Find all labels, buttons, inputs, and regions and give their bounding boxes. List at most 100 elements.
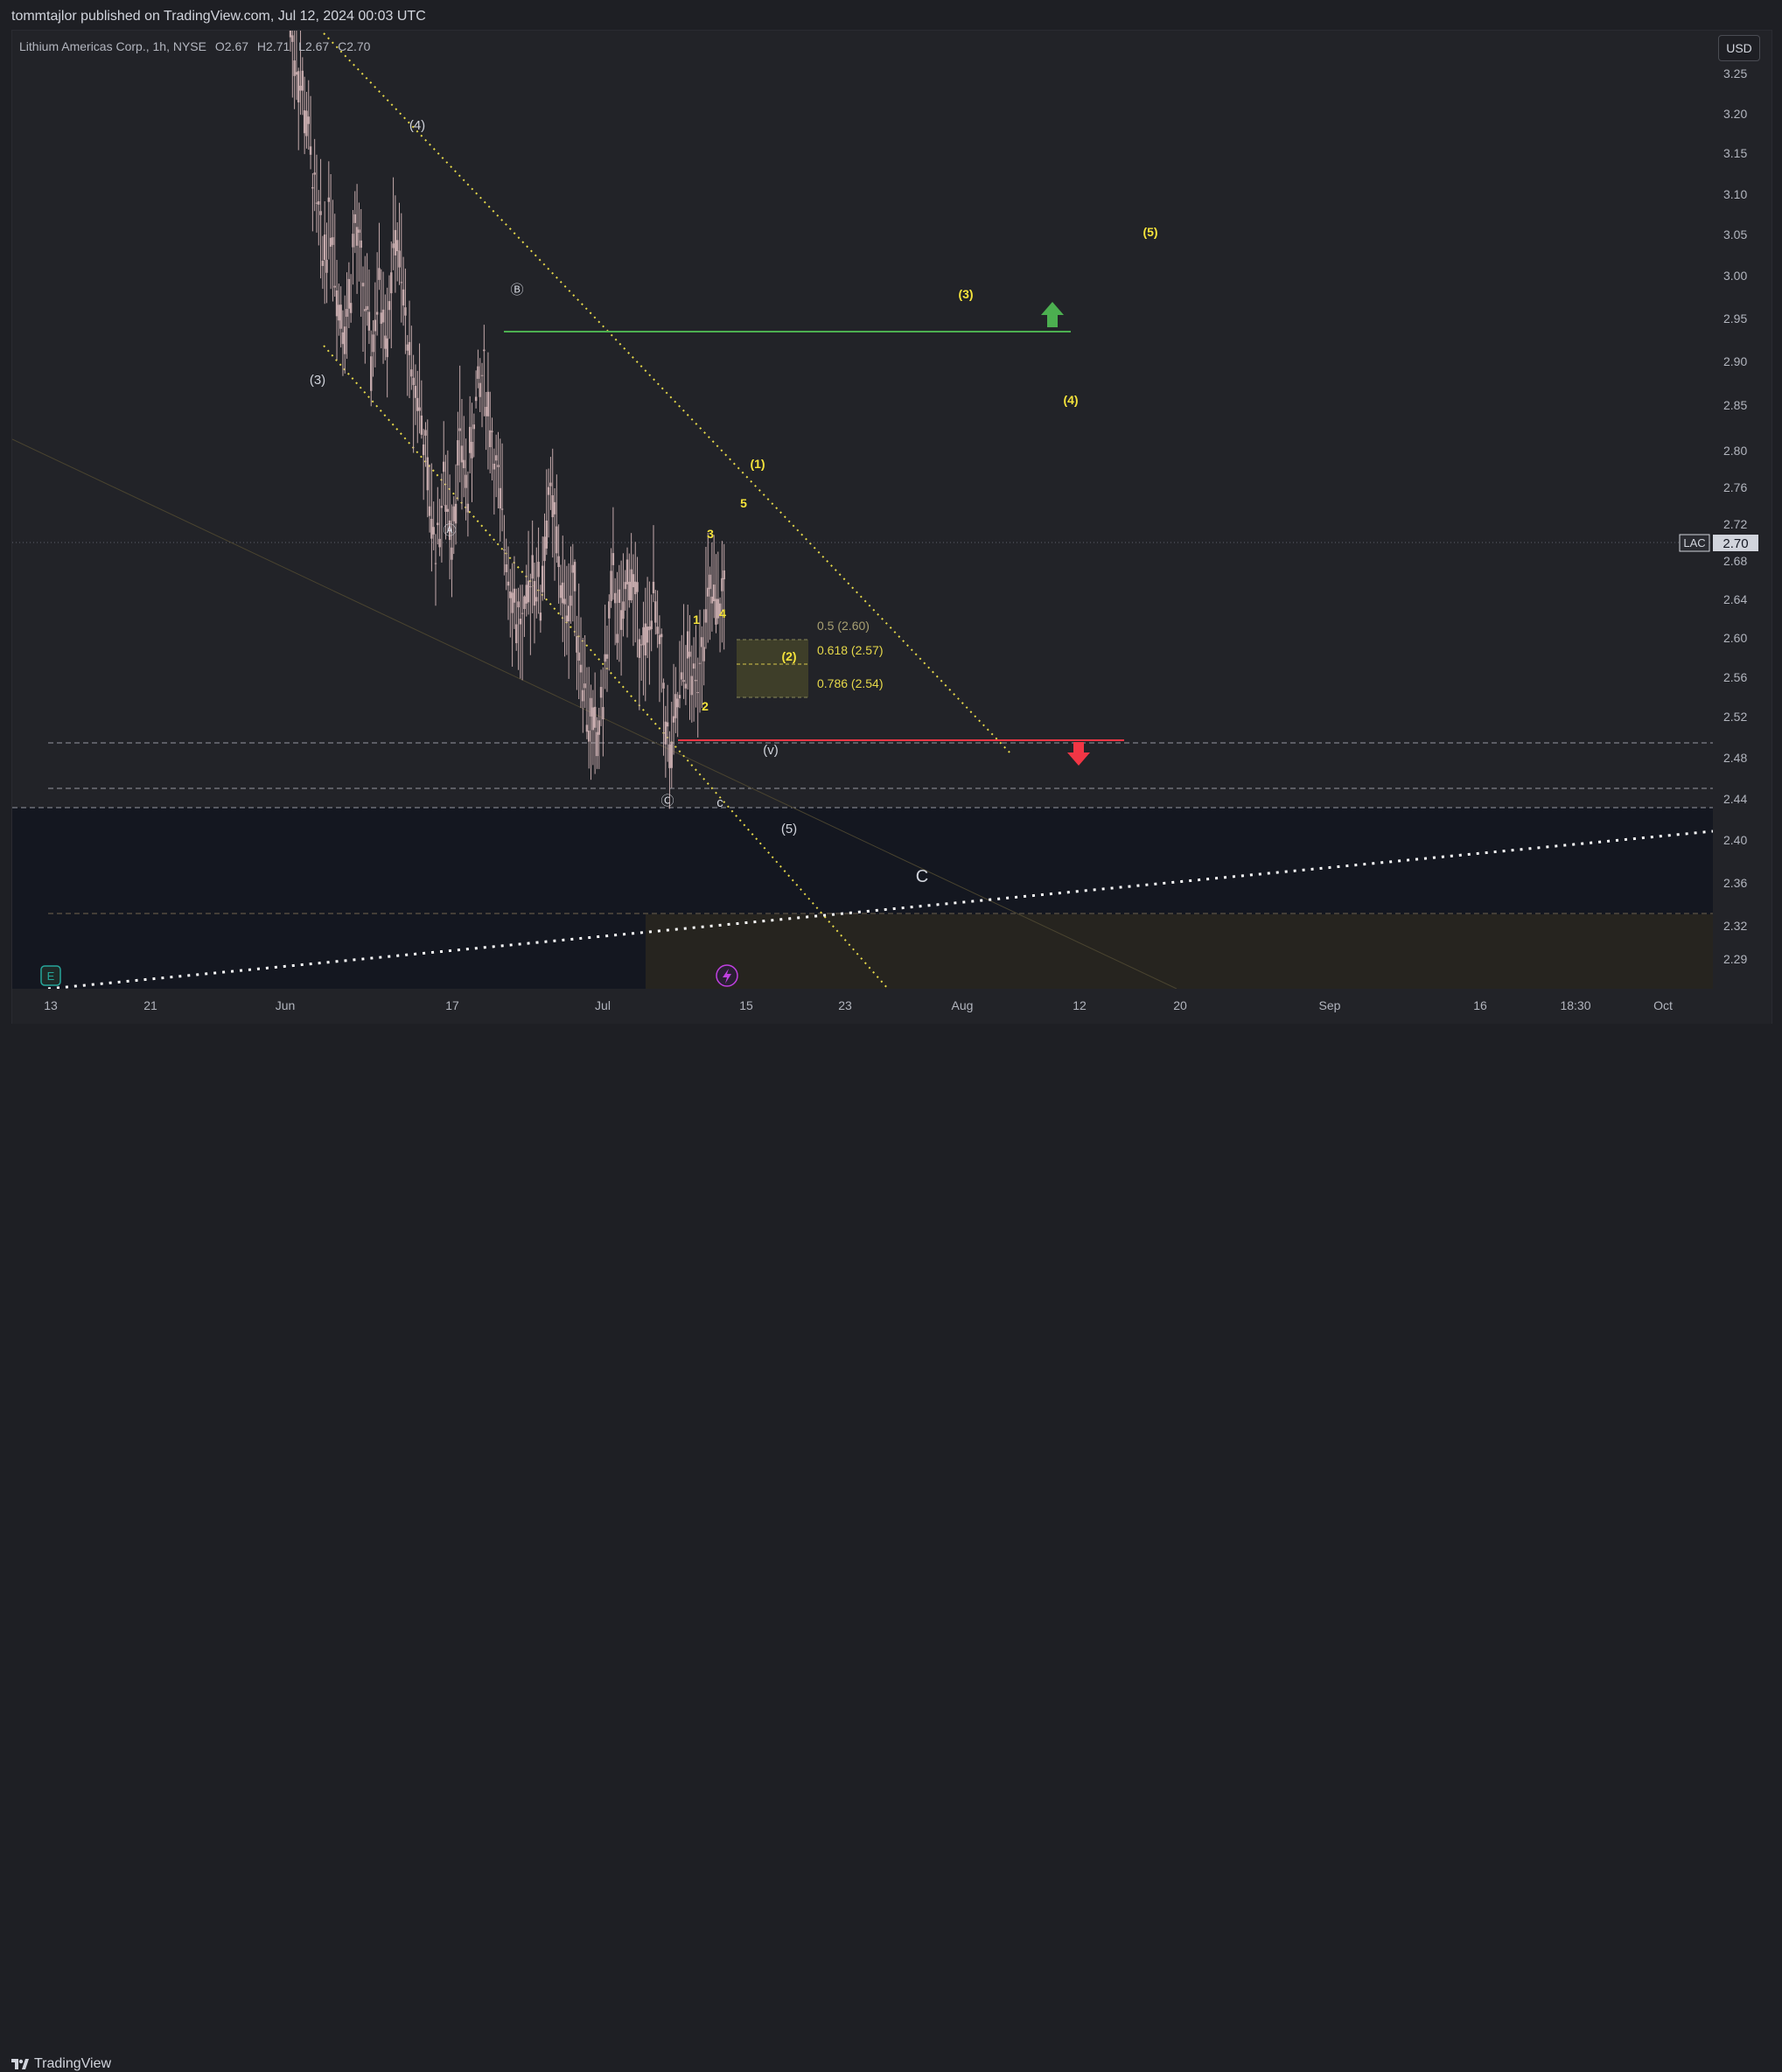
candle-body bbox=[551, 494, 554, 518]
candle-body bbox=[384, 335, 387, 349]
candle-body bbox=[619, 610, 623, 630]
price-tick-label: 3.15 bbox=[1723, 146, 1747, 160]
candle-body bbox=[610, 570, 612, 601]
candle-body bbox=[392, 243, 395, 248]
candle-body bbox=[529, 586, 532, 588]
candle-body bbox=[541, 565, 544, 592]
candle-body bbox=[630, 569, 632, 601]
candle-body bbox=[704, 609, 708, 623]
time-tick-label: 15 bbox=[739, 998, 753, 1012]
candle-body bbox=[474, 396, 478, 402]
fib-level-0.618: 0.618 (2.57) bbox=[817, 643, 884, 657]
candle-body bbox=[519, 619, 522, 625]
candle-body bbox=[443, 461, 445, 472]
lightning-event-icon[interactable] bbox=[716, 964, 738, 987]
candle-body bbox=[662, 682, 665, 689]
wave-label: (5) bbox=[781, 822, 797, 836]
wave-label: 1 bbox=[693, 612, 700, 626]
candle-body bbox=[682, 680, 685, 682]
candle-body bbox=[602, 707, 604, 719]
candle-body bbox=[577, 652, 580, 662]
candle-body bbox=[361, 283, 365, 287]
candle-body bbox=[515, 624, 518, 644]
candle-body bbox=[686, 631, 689, 659]
price-tick-label: 2.85 bbox=[1723, 398, 1747, 412]
candle-body bbox=[420, 415, 423, 435]
candle-body bbox=[375, 312, 379, 315]
candle-body bbox=[690, 676, 694, 696]
fib-retracement-zone bbox=[737, 639, 808, 698]
symbol-legend[interactable]: Lithium Americas Corp., 1h, NYSE O2.67 H… bbox=[19, 39, 375, 53]
time-tick-label: Jun bbox=[276, 998, 296, 1012]
candle-body bbox=[460, 445, 464, 463]
candle-body bbox=[483, 349, 486, 352]
candle-body bbox=[721, 578, 723, 592]
candle-body bbox=[597, 720, 600, 735]
candle-body bbox=[380, 312, 382, 325]
candle-body bbox=[500, 508, 504, 510]
candle-body bbox=[605, 654, 609, 659]
candle-body bbox=[585, 724, 589, 732]
down-arrow-icon bbox=[1067, 742, 1090, 766]
wave-label: (1) bbox=[750, 457, 765, 471]
price-tick-label: 2.36 bbox=[1723, 876, 1747, 890]
price-tick-label: 2.90 bbox=[1723, 354, 1747, 368]
candle-body bbox=[549, 482, 552, 486]
fib-level-0.786: 0.786 (2.54) bbox=[817, 676, 884, 690]
upper-channel-line bbox=[323, 32, 1013, 756]
candle-body bbox=[517, 601, 520, 608]
candle-body bbox=[410, 369, 413, 377]
candle-body bbox=[539, 612, 542, 621]
price-tag-value: 2.70 bbox=[1723, 536, 1748, 551]
candle-body bbox=[339, 304, 342, 329]
candle-body bbox=[537, 562, 540, 578]
candle-body bbox=[556, 526, 558, 554]
wave-label: 4 bbox=[719, 606, 726, 620]
candle-body bbox=[579, 664, 583, 673]
price-tick-label: 2.68 bbox=[1723, 554, 1747, 568]
candle-body bbox=[347, 278, 351, 309]
candle-body bbox=[437, 522, 439, 526]
candle-body bbox=[650, 620, 653, 630]
candle-body bbox=[684, 683, 688, 689]
time-tick-label: 13 bbox=[44, 998, 58, 1012]
earnings-icon[interactable]: E bbox=[40, 965, 61, 986]
candle-body bbox=[426, 457, 429, 491]
candle-body bbox=[297, 71, 300, 103]
candle-body bbox=[636, 582, 639, 592]
candle-body bbox=[349, 303, 353, 313]
candle-body bbox=[485, 407, 487, 416]
candle-body bbox=[424, 430, 427, 436]
candle-body bbox=[521, 612, 524, 614]
candle-body bbox=[299, 85, 302, 91]
candle-body bbox=[505, 564, 507, 572]
candle-body bbox=[289, 31, 292, 38]
candle-body bbox=[303, 110, 306, 134]
candle-body bbox=[307, 116, 310, 124]
candle-body bbox=[545, 520, 549, 549]
candle-body bbox=[390, 272, 393, 294]
wave-label: (5) bbox=[1143, 225, 1157, 239]
price-chart[interactable]: 0.5 (2.60) 0.618 (2.57) 0.786 (2.54) (1)… bbox=[0, 0, 1782, 1060]
candle-body bbox=[305, 110, 308, 136]
candle-body bbox=[638, 639, 641, 658]
wave-label: (3) bbox=[310, 373, 325, 388]
wave-label: Ⓑ bbox=[510, 283, 523, 298]
candle-body bbox=[489, 430, 492, 448]
candle-body bbox=[511, 592, 514, 613]
candle-body bbox=[644, 623, 646, 656]
wave-label: c bbox=[716, 795, 723, 810]
candle-body bbox=[712, 584, 716, 602]
tradingview-logo[interactable]: TradingView bbox=[11, 2056, 111, 2072]
candle-body bbox=[291, 35, 294, 42]
candle-body bbox=[533, 581, 536, 606]
candle-body bbox=[670, 741, 673, 768]
currency-button[interactable]: USD bbox=[1718, 35, 1760, 61]
candle-body bbox=[543, 536, 546, 562]
candle-body bbox=[622, 601, 625, 620]
candle-body bbox=[571, 564, 574, 573]
candle-body bbox=[709, 574, 711, 590]
candle-body bbox=[625, 559, 629, 584]
candle-body bbox=[608, 601, 611, 619]
candle-body bbox=[402, 289, 405, 306]
